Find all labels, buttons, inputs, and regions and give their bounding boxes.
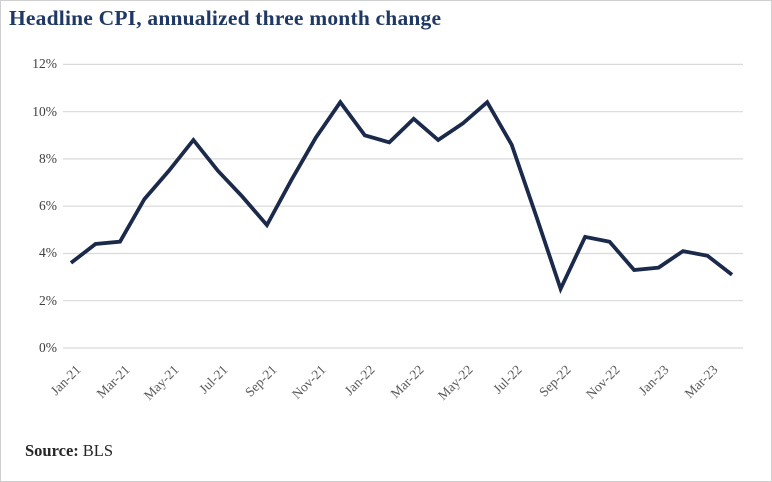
y-axis-tick-label: 2% [39, 292, 57, 308]
y-axis-tick-label: 12% [32, 56, 57, 72]
source-value: BLS [82, 441, 114, 460]
y-axis-tick-label: 10% [32, 103, 57, 119]
y-axis-tick-label: 4% [39, 245, 57, 261]
source-note: Source: BLS [25, 441, 113, 461]
y-axis-tick-label: 6% [39, 198, 57, 214]
gridlines [63, 63, 743, 349]
y-axis-tick-label: 0% [39, 340, 57, 355]
chart-title: Headline CPI, annualized three month cha… [9, 6, 442, 30]
source-label: Source: [25, 441, 79, 460]
cpi-line-series [69, 98, 734, 294]
y-axis-tick-label: 8% [39, 150, 57, 166]
